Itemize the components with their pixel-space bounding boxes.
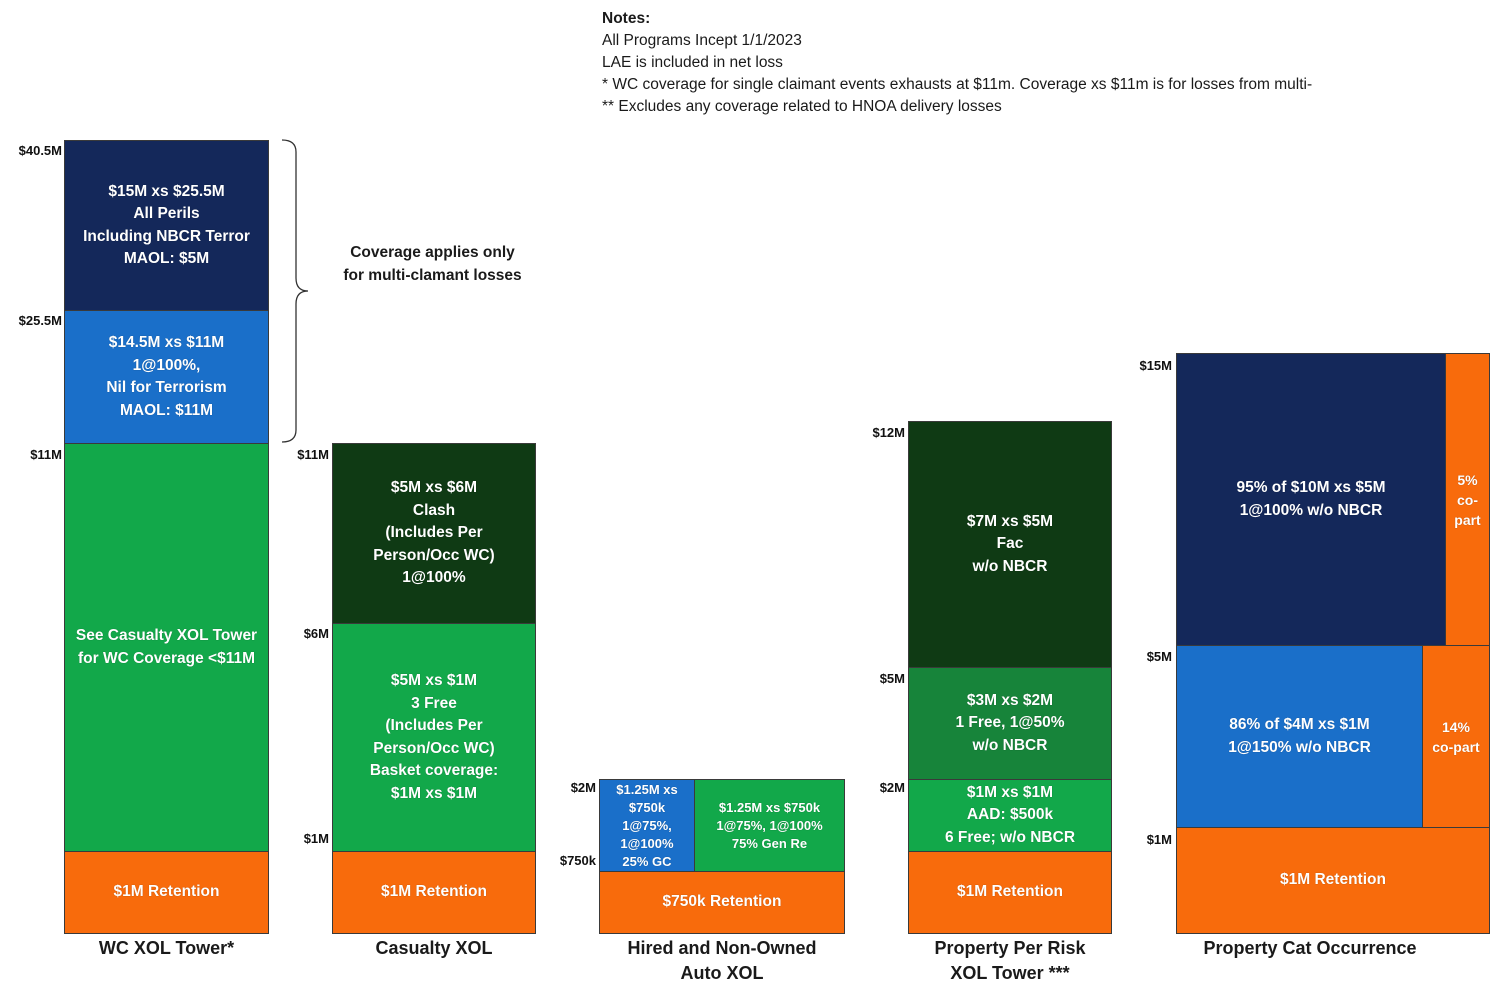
wc-axis-label: $25.5M (18, 313, 62, 328)
notes-heading: Notes: (602, 10, 651, 27)
prop-cat-axis-label: $15M (1139, 358, 1172, 373)
notes-line: * WC coverage for single claimant events… (602, 76, 1313, 93)
notes-line: LAE is included in net loss (602, 54, 783, 71)
hnoa-axis-label: $750k (559, 853, 596, 868)
casualty-axis-label: $1M (303, 831, 329, 846)
prop-risk-axis-label: $12M (872, 425, 905, 440)
prop-cat-layer-upper: 95% of $10M xs $5M 1@100% w/o NBCR (1176, 353, 1446, 646)
notes: Notes: All Programs Incept 1/1/2023 LAE … (602, 8, 1312, 118)
wc-layer-see-casualty: See Casualty XOL Tower for WC Coverage <… (64, 443, 269, 852)
casualty-axis-label: $11M (297, 447, 329, 462)
prop-cat-axis-label: $5M (1146, 649, 1172, 664)
prop-cat-copart-upper: 5% co- part (1445, 353, 1490, 646)
prop-risk-layer-fac: $7M xs $5M Fac w/o NBCR (908, 421, 1112, 668)
wc-axis-label: $40.5M (18, 143, 62, 158)
casualty-axis-label: $6M (303, 626, 329, 641)
prop-cat-title: Property Cat Occurrence (1203, 938, 1417, 958)
prop-risk-layer-first: $1M xs $1M AAD: $500k 6 Free; w/o NBCR (908, 779, 1112, 852)
notes-line: All Programs Incept 1/1/2023 (602, 32, 802, 49)
wc-title: WC XOL Tower* (98, 938, 235, 958)
prop-cat-axis-label: $1M (1146, 832, 1172, 847)
hnoa-title: Hired and Non-Owned Auto XOL (627, 938, 817, 983)
prop-cat-layer-lower: 86% of $4M xs $1M 1@150% w/o NBCR (1176, 645, 1423, 828)
hnoa-layer-genre: $1.25M xs $750k 1@75%, 1@100% 75% Gen Re (694, 779, 845, 872)
prop-cat-retention: $1M Retention (1176, 827, 1490, 934)
hnoa-retention: $750k Retention (599, 871, 845, 934)
prop-risk-title: Property Per Risk XOL Tower *** (934, 938, 1086, 983)
casualty-title: Casualty XOL (375, 938, 493, 958)
wc-layer-excess: $14.5M xs $11M 1@100%, Nil for Terrorism… (64, 310, 269, 444)
hnoa-layer-gc: $1.25M xs $750k 1@75%, 1@100% 25% GC (599, 779, 695, 872)
brace-note: Coverage applies only for multi-clamant … (343, 244, 522, 284)
prop-cat-copart-lower: 14% co-part (1422, 645, 1490, 828)
casualty-layer-working: $5M xs $1M 3 Free (Includes Per Person/O… (332, 623, 536, 852)
hnoa-axis-label: $2M (570, 780, 596, 795)
casualty-layer-clash: $5M xs $6M Clash (Includes Per Person/Oc… (332, 443, 536, 624)
prop-risk-retention: $1M Retention (908, 851, 1112, 934)
wc-retention: $1M Retention (64, 851, 269, 934)
casualty-retention: $1M Retention (332, 851, 536, 934)
brace-icon (281, 139, 309, 443)
prop-risk-axis-label: $2M (879, 780, 905, 795)
wc-layer-top: $15M xs $25.5M All Perils Including NBCR… (64, 140, 269, 311)
notes-line: ** Excludes any coverage related to HNOA… (602, 98, 1002, 115)
prop-risk-axis-label: $5M (879, 671, 905, 686)
prop-risk-layer-second: $3M xs $2M 1 Free, 1@50% w/o NBCR (908, 667, 1112, 780)
wc-axis-label: $11M (30, 447, 62, 462)
